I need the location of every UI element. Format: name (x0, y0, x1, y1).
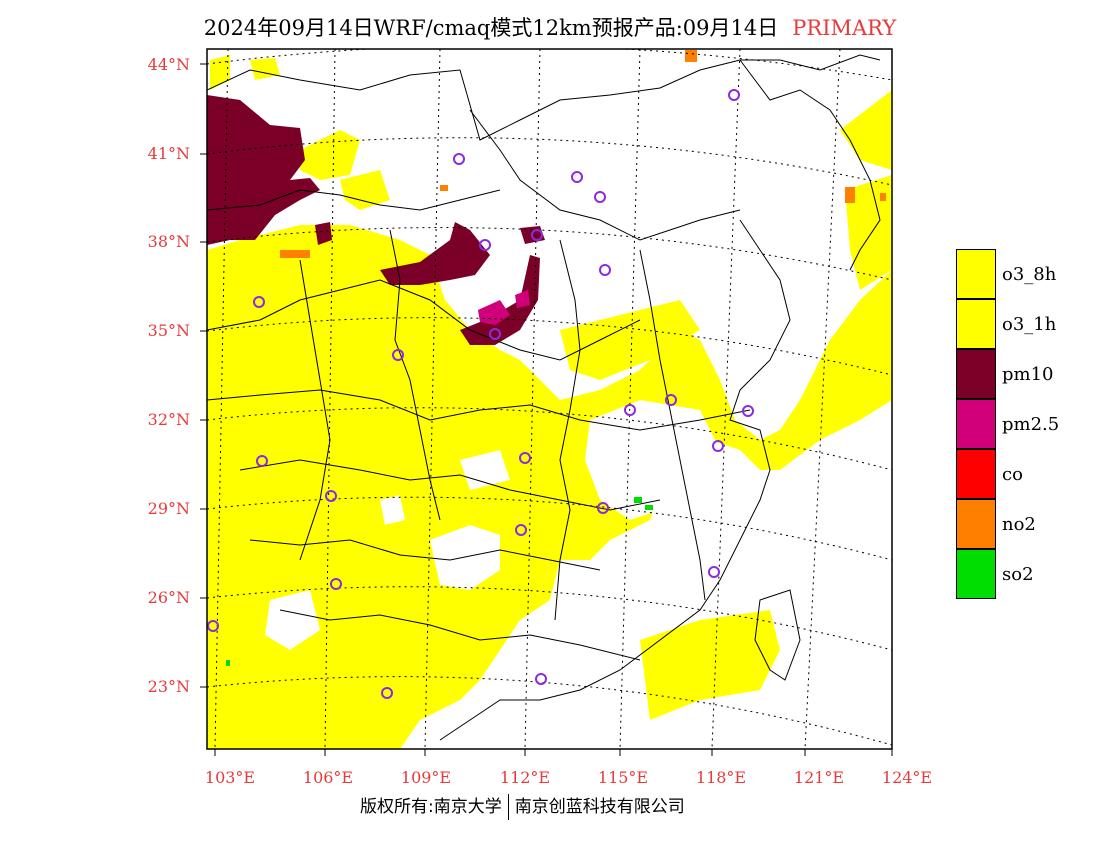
axis-ticks (200, 63, 893, 756)
legend-swatch (956, 499, 996, 549)
lat-label-29: 29°N (147, 499, 190, 518)
boundaries (207, 54, 881, 741)
legend-swatch (956, 449, 996, 499)
legend-label: no2 (1002, 513, 1036, 535)
copyright-footer: 版权所有:南京大学 南京创蓝科技有限公司 (360, 792, 685, 820)
pollutant-legend: o3_8h o3_1h pm10 pm2.5 co no2 so2 (956, 249, 1059, 599)
legend-label: so2 (1002, 563, 1034, 585)
lat-label-38: 38°N (147, 232, 190, 251)
legend-label: pm2.5 (1002, 413, 1060, 435)
legend-item-o3-8h: o3_8h (956, 249, 1059, 299)
lon-label-118: 118°E (695, 768, 747, 787)
legend-item-co: co (956, 449, 1059, 499)
map-title: 2024年09月14日WRF/cmaq模式12km预报产品:09月14日 PRIM… (0, 12, 1100, 42)
lat-label-44: 44°N (147, 55, 190, 74)
lat-label-32: 32°N (147, 410, 190, 429)
legend-label: o3_8h (1002, 263, 1057, 285)
primary-tag: PRIMARY (792, 16, 897, 40)
no2-area (280, 50, 886, 258)
legend-label: o3_1h (1002, 313, 1057, 335)
lon-label-115: 115°E (597, 768, 649, 787)
lat-label-23: 23°N (147, 677, 190, 696)
title-text: 2024年09月14日WRF/cmaq模式12km预报产品:09月14日 (203, 16, 779, 40)
lon-label-121: 121°E (793, 768, 845, 787)
legend-swatch (956, 349, 996, 399)
station-markers (207, 89, 754, 699)
legend-item-no2: no2 (956, 499, 1059, 549)
legend-swatch (956, 549, 996, 599)
clear-area (265, 400, 720, 700)
legend-swatch (956, 399, 996, 449)
lat-label-41: 41°N (147, 144, 190, 163)
lon-label-109: 109°E (400, 768, 452, 787)
copyright-text: 版权所有:南京大学 (360, 797, 502, 817)
lat-label-35: 35°N (147, 321, 190, 340)
lon-label-112: 112°E (499, 768, 551, 787)
o3-area (207, 55, 892, 749)
lon-label-124: 124°E (881, 768, 933, 787)
footer-divider (507, 794, 509, 820)
company-text: 南京创蓝科技有限公司 (514, 797, 685, 817)
legend-item-so2: so2 (956, 549, 1059, 599)
legend-swatch (956, 299, 996, 349)
legend-swatch (956, 249, 996, 299)
legend-label: co (1002, 463, 1023, 485)
legend-item-o3-1h: o3_1h (956, 299, 1059, 349)
lon-label-103: 103°E (204, 768, 256, 787)
lat-label-26: 26°N (147, 588, 190, 607)
legend-item-pm10: pm10 (956, 349, 1059, 399)
lon-label-106: 106°E (302, 768, 354, 787)
map-frame (206, 48, 893, 750)
legend-label: pm10 (1002, 363, 1054, 385)
legend-item-pm25: pm2.5 (956, 399, 1059, 449)
so2-area (226, 497, 653, 666)
graticule (207, 49, 892, 749)
